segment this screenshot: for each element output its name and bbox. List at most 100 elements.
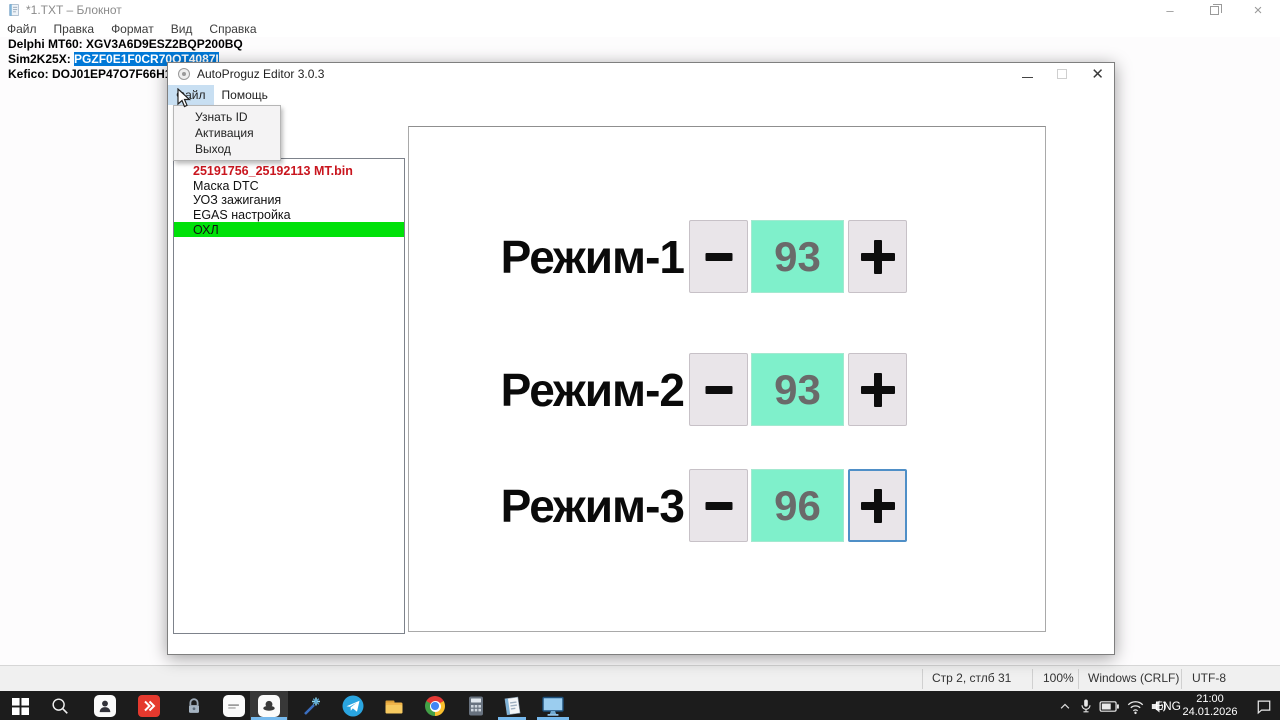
statusbar-encoding: UTF-8 xyxy=(1192,671,1226,685)
notepad-menu-view[interactable]: Вид xyxy=(170,21,193,36)
tray-action-center[interactable] xyxy=(1252,694,1276,718)
active-app-underline xyxy=(251,717,287,720)
notepad-menubar: Файл Правка Формат Вид Справка xyxy=(0,20,1280,37)
notepad-icon xyxy=(504,696,521,716)
language-indicator[interactable]: ENG xyxy=(1155,699,1182,713)
menu-item-exit[interactable]: Выход xyxy=(195,142,231,156)
windows-logo-icon xyxy=(11,697,29,715)
mode3-value: 96 xyxy=(751,469,844,542)
autoproguz-icon xyxy=(258,695,280,717)
taskbar: ENG 21:00 24.01.2026 xyxy=(0,691,1280,720)
text-line-3: Kefico: DOJ01EP47O7F66H1 xyxy=(8,67,172,81)
display-running-underline xyxy=(537,717,569,720)
chevron-up-icon xyxy=(1060,703,1070,709)
sidebar-item-filename[interactable]: 25191756_25192113 MT.bin xyxy=(193,164,353,179)
statusbar-cursor-position: Стр 2, стлб 31 xyxy=(932,671,1012,685)
taskbar-autoproguz-app-active[interactable] xyxy=(257,694,281,718)
editor-close-button[interactable]: ✕ xyxy=(1091,65,1104,83)
notepad-restore-button[interactable] xyxy=(1192,0,1236,20)
taskbar-wand-app[interactable] xyxy=(300,694,324,718)
mode2-decrease-button[interactable] xyxy=(689,353,748,426)
chrome-icon xyxy=(425,696,445,716)
notepad-statusbar: Стр 2, стлб 31 100% Windows (CRLF) UTF-8 xyxy=(0,665,1280,691)
microphone-icon xyxy=(1081,699,1091,713)
lock-icon xyxy=(189,698,199,713)
mode2-increase-button[interactable] xyxy=(848,353,907,426)
notepad-titlebar[interactable]: *1.TXT – Блокнот – × xyxy=(0,0,1280,20)
editor-minimize-button[interactable] xyxy=(1022,76,1034,78)
taskbar-document-app[interactable] xyxy=(222,694,246,718)
mode1-value: 93 xyxy=(751,220,844,293)
notification-icon xyxy=(1257,700,1271,715)
tray-microphone[interactable] xyxy=(1076,694,1096,718)
notepad-running-underline xyxy=(498,717,526,720)
minus-icon xyxy=(705,252,732,261)
mode2-value: 93 xyxy=(751,353,844,426)
telegram-icon xyxy=(342,695,364,717)
minus-icon xyxy=(705,385,732,394)
notepad-menu-format[interactable]: Формат xyxy=(111,21,154,36)
mouse-cursor xyxy=(177,88,192,108)
mode1-increase-button[interactable] xyxy=(848,220,907,293)
person-icon xyxy=(94,695,116,717)
taskbar-anydesk-app[interactable] xyxy=(137,694,161,718)
editor-menubar: Файл Помощь xyxy=(168,85,1114,105)
wifi-icon xyxy=(1127,700,1143,714)
mode2-label: Режим-2 xyxy=(500,363,685,416)
magic-wand-icon xyxy=(304,697,320,715)
editor-window-title: AutoProguz Editor 3.0.3 xyxy=(197,67,325,81)
taskbar-search-button[interactable] xyxy=(48,694,72,718)
taskbar-contacts-app[interactable] xyxy=(93,694,117,718)
editor-maximize-button[interactable] xyxy=(1057,69,1068,79)
sidebar-item-egas[interactable]: EGAS настройка xyxy=(193,208,291,223)
taskbar-telegram-app[interactable] xyxy=(341,694,365,718)
notepad-menu-edit[interactable]: Правка xyxy=(53,21,95,36)
calculator-icon xyxy=(469,696,483,716)
taskbar-display-app[interactable] xyxy=(541,694,565,718)
sidebar-item-cooling-selected[interactable]: ОХЛ xyxy=(174,222,404,237)
mode1-label: Режим-1 xyxy=(500,230,685,283)
mode1-decrease-button[interactable] xyxy=(689,220,748,293)
menu-item-get-id[interactable]: Узнать ID xyxy=(195,110,248,124)
editor-app-icon xyxy=(178,68,190,80)
notepad-app-icon xyxy=(9,3,19,17)
taskbar-calculator[interactable] xyxy=(464,694,488,718)
mode3-decrease-button[interactable] xyxy=(689,469,748,542)
red-chevrons-icon xyxy=(138,695,160,717)
menu-item-activation[interactable]: Активация xyxy=(195,126,254,140)
clock[interactable]: 21:00 24.01.2026 xyxy=(1177,693,1243,718)
file-dropdown-menu: Узнать ID Активация Выход xyxy=(173,105,281,161)
notepad-menu-file[interactable]: Файл xyxy=(7,21,37,36)
mode3-increase-button[interactable] xyxy=(848,469,907,542)
tray-time: 21:00 xyxy=(1196,693,1224,705)
document-tile-icon xyxy=(223,695,245,717)
notepad-minimize-button[interactable]: – xyxy=(1166,2,1174,18)
tray-wifi[interactable] xyxy=(1124,694,1146,718)
notepad-close-button[interactable]: × xyxy=(1253,1,1263,19)
sidebar-item-dtc-mask[interactable]: Маска DTC xyxy=(193,178,259,193)
taskbar-chrome[interactable] xyxy=(423,694,447,718)
tray-volume[interactable] xyxy=(1148,694,1170,718)
sidebar-item-ignition[interactable]: УОЗ зажигания xyxy=(193,193,282,208)
search-icon xyxy=(52,698,68,714)
tray-date: 24.01.2026 xyxy=(1182,705,1238,718)
tray-show-hidden-icons[interactable] xyxy=(1056,694,1074,718)
mode3-label: Режим-3 xyxy=(500,479,685,532)
battery-icon xyxy=(1099,700,1119,712)
folder-icon xyxy=(385,700,403,714)
notepad-menu-help[interactable]: Справка xyxy=(209,21,257,36)
editor-titlebar[interactable]: AutoProguz Editor 3.0.3 ✕ xyxy=(168,63,1114,85)
editor-sidebar-list: 25191756_25192113 MT.bin Маска DTC УОЗ з… xyxy=(173,158,405,634)
taskbar-file-explorer[interactable] xyxy=(382,694,406,718)
editor-menu-help[interactable]: Помощь xyxy=(221,88,268,102)
editor-window: AutoProguz Editor 3.0.3 ✕ Файл Помощь Уз… xyxy=(167,62,1115,655)
taskbar-lock-app[interactable] xyxy=(182,694,206,718)
taskbar-notepad-app[interactable] xyxy=(500,694,524,718)
start-button[interactable] xyxy=(8,694,32,718)
notepad-window-title: *1.TXT – Блокнот xyxy=(26,3,122,17)
text-line-1: Delphi MT60: XGV3A6D9ESZ2BQP200BQ xyxy=(8,37,243,51)
statusbar-zoom-level[interactable]: 100% xyxy=(1043,671,1074,685)
tray-battery[interactable] xyxy=(1097,694,1121,718)
minus-icon xyxy=(705,501,732,510)
